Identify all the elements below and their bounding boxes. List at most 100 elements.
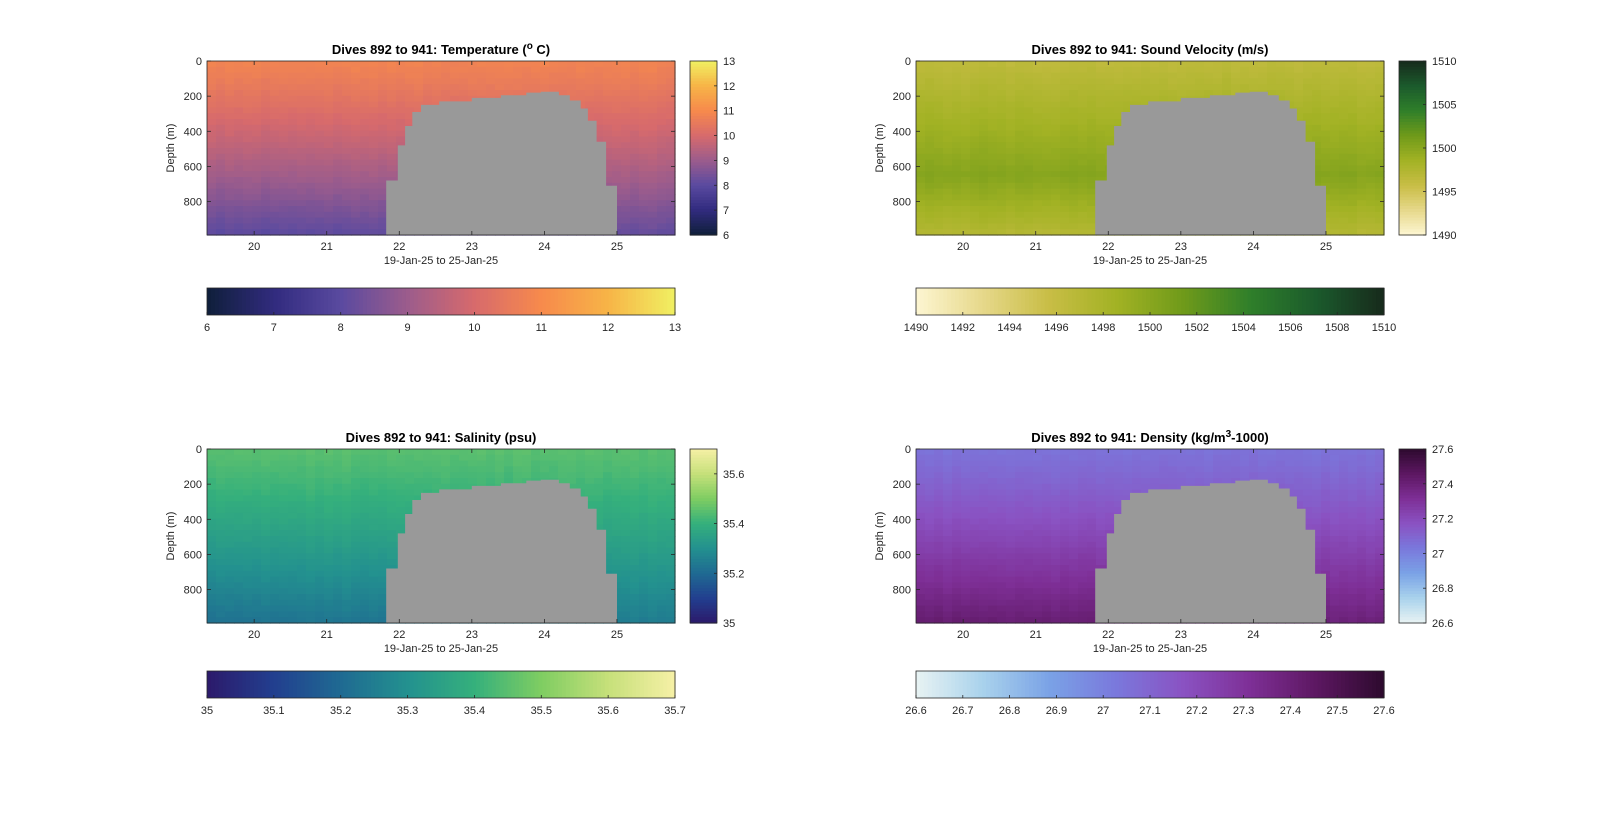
heatmap-cell bbox=[432, 489, 442, 496]
heatmap-cell bbox=[369, 507, 379, 514]
heatmap-cell bbox=[216, 78, 226, 85]
heatmap-cell bbox=[369, 200, 379, 207]
heatmap-cell bbox=[1015, 107, 1025, 114]
heatmap-cell bbox=[468, 90, 478, 97]
heatmap-cell bbox=[1042, 188, 1052, 195]
heatmap-cell bbox=[576, 95, 586, 103]
heatmap-cell bbox=[225, 489, 235, 496]
heatmap-cell bbox=[1051, 206, 1061, 213]
heatmap-cell bbox=[423, 72, 433, 79]
heatmap-cell bbox=[432, 478, 442, 485]
heatmap-cell bbox=[387, 559, 397, 566]
heatmap-cell bbox=[378, 72, 388, 79]
colorbar-swatch bbox=[402, 288, 407, 315]
heatmap-cell bbox=[603, 130, 613, 137]
heatmap-cell bbox=[988, 148, 998, 155]
heatmap-cell bbox=[952, 188, 962, 195]
heatmap-cell bbox=[997, 113, 1007, 120]
heatmap-cell bbox=[207, 541, 217, 549]
heatmap-cell bbox=[378, 553, 388, 560]
heatmap-cell bbox=[1006, 200, 1016, 207]
heatmap-cell bbox=[1078, 84, 1088, 91]
heatmap-cell bbox=[342, 605, 352, 612]
heatmap-cell bbox=[261, 229, 271, 236]
heatmap-cell bbox=[1015, 188, 1025, 195]
heatmap-cell bbox=[1357, 165, 1367, 172]
colorbar-swatch bbox=[1399, 179, 1426, 184]
heatmap-cell bbox=[306, 171, 316, 178]
heatmap-cell bbox=[603, 541, 613, 549]
heatmap-cell bbox=[243, 472, 253, 479]
heatmap-cell bbox=[288, 507, 298, 514]
heatmap-cell bbox=[360, 206, 370, 213]
heatmap-cell bbox=[252, 223, 262, 230]
heatmap-cell bbox=[666, 217, 676, 224]
heatmap-cell bbox=[387, 512, 397, 520]
heatmap-cell bbox=[639, 177, 649, 184]
heatmap-cell bbox=[612, 177, 622, 184]
heatmap-cell bbox=[594, 95, 604, 103]
heatmap-cell bbox=[585, 466, 595, 473]
heatmap-cell bbox=[396, 495, 406, 502]
heatmap-cell bbox=[504, 449, 514, 456]
heatmap-cell bbox=[297, 489, 307, 496]
heatmap-cell bbox=[1366, 223, 1376, 230]
heatmap-cell bbox=[261, 472, 271, 479]
heatmap-cell bbox=[1186, 90, 1196, 97]
heatmap-cell bbox=[270, 148, 280, 155]
colorbar-swatch bbox=[974, 288, 979, 315]
heatmap-cell bbox=[288, 182, 298, 190]
heatmap-cell bbox=[934, 124, 944, 132]
heatmap-cell bbox=[342, 536, 352, 543]
heatmap-cell bbox=[1312, 95, 1322, 103]
heatmap-cell bbox=[414, 66, 424, 74]
heatmap-cell bbox=[270, 536, 280, 543]
heatmap-cell bbox=[1330, 142, 1340, 149]
heatmap-cell bbox=[216, 570, 226, 578]
colorbar-swatch bbox=[690, 130, 717, 135]
heatmap-cell bbox=[270, 84, 280, 91]
y-tick-label: 600 bbox=[184, 161, 202, 173]
heatmap-cell bbox=[630, 188, 640, 195]
heatmap-cell bbox=[396, 472, 406, 479]
heatmap-cell bbox=[243, 460, 253, 467]
heatmap-cell bbox=[1123, 107, 1133, 114]
colorbar-swatch bbox=[409, 288, 415, 315]
heatmap-cell bbox=[243, 95, 253, 103]
colorbar-swatch bbox=[1079, 288, 1085, 315]
heatmap-cell bbox=[603, 66, 613, 74]
heatmap-cell bbox=[1240, 78, 1250, 85]
heatmap-cell bbox=[961, 229, 971, 236]
heatmap-cell bbox=[1078, 165, 1088, 172]
heatmap-cell bbox=[1105, 66, 1115, 74]
heatmap-cell bbox=[1069, 90, 1079, 97]
heatmap-cell bbox=[1051, 153, 1061, 161]
heatmap-cell bbox=[943, 206, 953, 213]
heatmap-cell bbox=[639, 130, 649, 137]
heatmap-cell bbox=[925, 61, 935, 68]
x-tick-label: 21 bbox=[321, 241, 333, 253]
heatmap-cell bbox=[639, 194, 649, 201]
colorbar-swatch bbox=[214, 288, 220, 315]
heatmap-cell bbox=[378, 206, 388, 213]
colorbar-swatch bbox=[636, 288, 641, 315]
heatmap-cell bbox=[1105, 95, 1115, 103]
heatmap-cell bbox=[988, 159, 998, 166]
heatmap-cell bbox=[1015, 84, 1025, 91]
heatmap-cell bbox=[1069, 78, 1079, 85]
colorbar-swatch bbox=[1153, 288, 1159, 315]
heatmap-cell bbox=[943, 130, 953, 137]
heatmap-cell bbox=[952, 217, 962, 224]
heatmap-cell bbox=[1042, 165, 1052, 172]
heatmap-cell bbox=[351, 449, 361, 456]
heatmap-cell bbox=[279, 454, 289, 462]
heatmap-cell bbox=[925, 217, 935, 224]
heatmap-cell bbox=[603, 489, 613, 496]
heatmap-cell bbox=[306, 518, 316, 525]
heatmap-cell bbox=[351, 171, 361, 178]
heatmap-cell bbox=[934, 171, 944, 178]
heatmap-cell bbox=[333, 223, 343, 230]
heatmap-cell bbox=[261, 617, 271, 624]
heatmap-cell bbox=[252, 211, 262, 219]
